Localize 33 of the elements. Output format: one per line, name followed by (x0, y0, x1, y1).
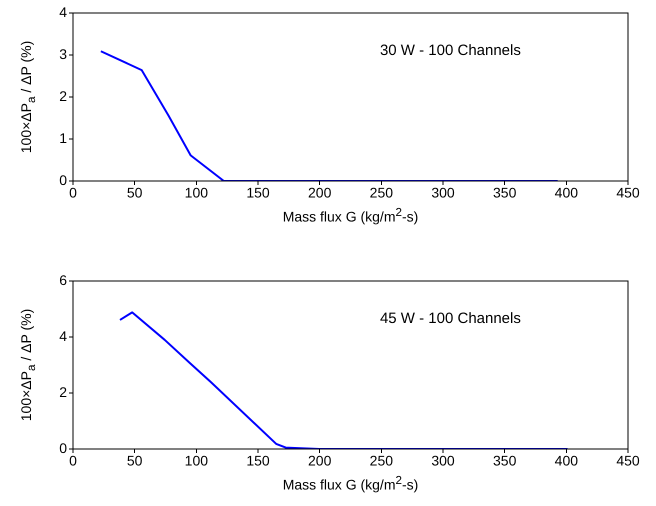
x-tick-label: 350 (492, 184, 517, 200)
annotation: 30 W - 100 Channels (380, 42, 521, 60)
x-tick-label: 400 (554, 452, 578, 468)
y-tick-label: 3 (59, 46, 68, 62)
x-tick-label: 250 (370, 452, 394, 468)
x-tick-label: 300 (431, 184, 455, 200)
y-tick-label: 0 (59, 172, 68, 188)
y-tick-label: 6 (59, 272, 68, 288)
y-tick-label: 4 (59, 4, 68, 20)
x-tick-label: 50 (126, 452, 143, 468)
x-tick-label: 400 (554, 184, 578, 200)
x-tick-label: 350 (492, 452, 517, 468)
x-tick-label: 450 (616, 452, 640, 468)
x-tick-label: 100 (184, 452, 208, 468)
x-tick-label: 50 (126, 184, 143, 200)
x-tick-label: 100 (184, 184, 208, 200)
y-tick-label: 4 (59, 328, 68, 344)
x-tick-label: 150 (246, 184, 270, 200)
y-tick-label: 1 (59, 130, 68, 146)
x-tick-label: 300 (431, 452, 455, 468)
x-tick-label: 250 (370, 184, 394, 200)
x-tick-label: 450 (616, 184, 640, 200)
y-tick-label: 0 (59, 440, 68, 456)
x-axis-title: Mass flux G (kg/m$^{2}$-s) (282, 474, 420, 493)
y-tick-label: 2 (59, 384, 68, 400)
x-tick-label: 0 (69, 452, 78, 468)
x-tick-label: 150 (246, 452, 270, 468)
y-tick-label: 2 (59, 88, 68, 104)
x-tick-label: 200 (308, 184, 332, 200)
x-axis-title: Mass flux G (kg/m$^{2}$-s) (282, 206, 420, 225)
x-tick-label: 200 (308, 452, 332, 468)
annotation: 45 W - 100 Channels (380, 310, 521, 328)
x-tick-label: 0 (69, 184, 78, 200)
